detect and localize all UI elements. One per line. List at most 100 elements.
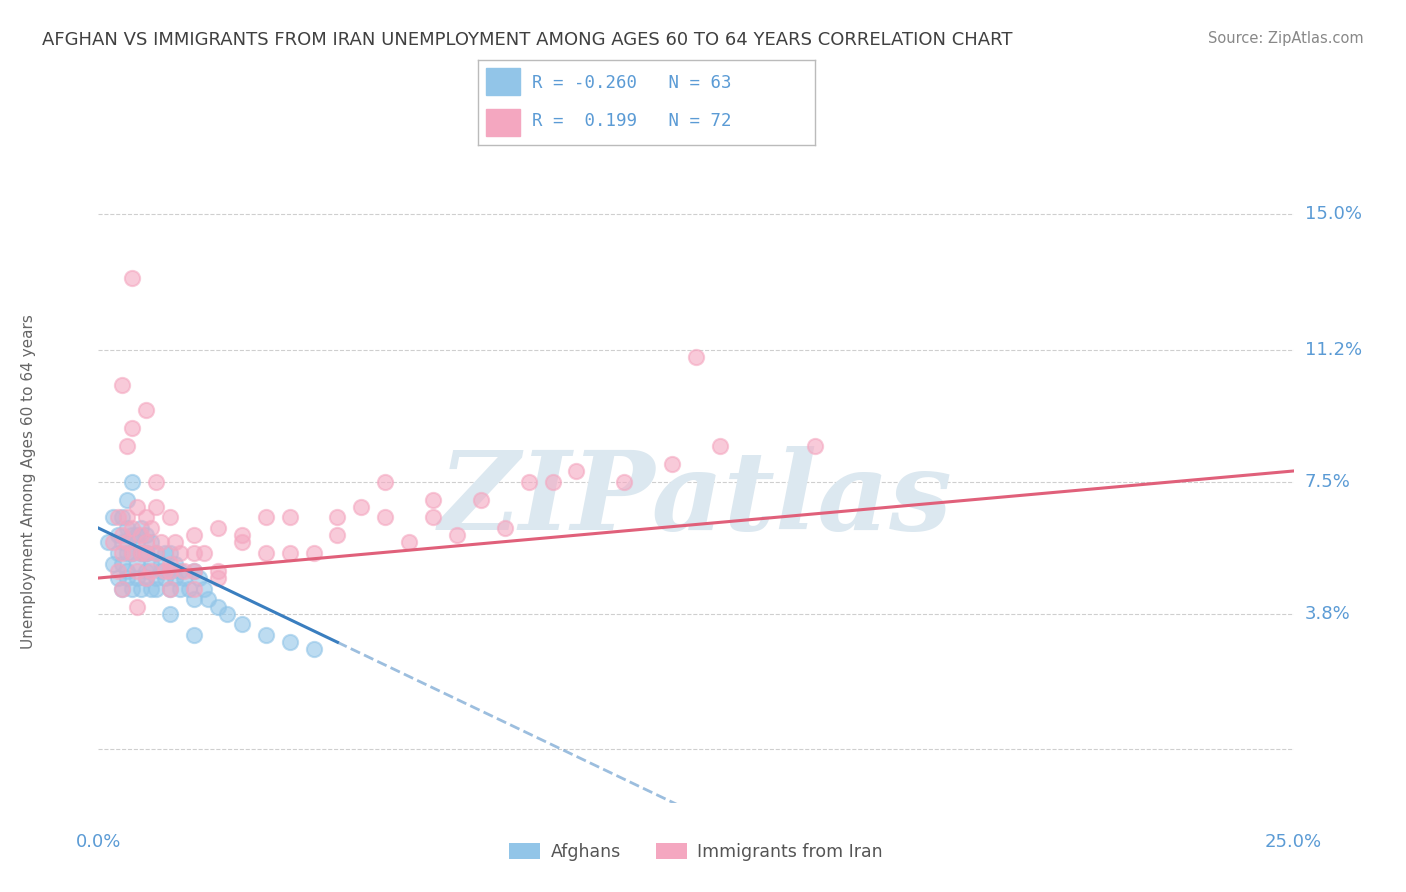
Point	[111, 557, 134, 571]
Text: 15.0%: 15.0%	[1305, 205, 1361, 223]
Point	[101, 535, 124, 549]
Point	[183, 564, 205, 578]
Point	[125, 599, 148, 614]
Point	[125, 557, 148, 571]
Point	[613, 475, 636, 489]
Point	[139, 521, 162, 535]
Point	[139, 535, 162, 549]
Point	[145, 571, 167, 585]
Point	[374, 510, 396, 524]
Point	[159, 564, 181, 578]
Point	[135, 571, 157, 585]
Point	[231, 617, 253, 632]
Point	[107, 571, 129, 585]
Text: R =  0.199   N = 72: R = 0.199 N = 72	[531, 112, 731, 129]
Point	[107, 546, 129, 560]
Text: ZIPatlas: ZIPatlas	[439, 446, 953, 553]
Point	[115, 439, 138, 453]
Point	[121, 582, 143, 596]
Point	[111, 535, 134, 549]
Point	[422, 510, 444, 524]
Point	[155, 564, 177, 578]
Point	[145, 546, 167, 560]
Point	[121, 421, 143, 435]
Point	[111, 582, 134, 596]
Point	[121, 271, 143, 285]
Point	[207, 571, 229, 585]
Point	[115, 571, 138, 585]
Point	[135, 546, 157, 560]
Point	[135, 546, 157, 560]
Point	[326, 510, 349, 524]
Point	[187, 571, 209, 585]
Point	[169, 546, 191, 560]
Point	[139, 557, 162, 571]
Point	[125, 564, 148, 578]
Point	[155, 571, 177, 585]
Point	[135, 546, 157, 560]
Point	[149, 557, 172, 571]
Point	[139, 564, 162, 578]
Point	[135, 510, 157, 524]
Point	[254, 628, 277, 642]
Point	[169, 582, 191, 596]
Point	[121, 521, 143, 535]
Point	[121, 546, 143, 560]
Point	[111, 546, 134, 560]
Point	[183, 628, 205, 642]
Text: Source: ZipAtlas.com: Source: ZipAtlas.com	[1208, 31, 1364, 46]
Point	[302, 642, 325, 657]
Point	[107, 510, 129, 524]
Point	[125, 535, 148, 549]
Point	[135, 528, 157, 542]
Point	[709, 439, 731, 453]
Point	[125, 528, 148, 542]
Point	[145, 582, 167, 596]
Point	[661, 457, 683, 471]
Text: 11.2%: 11.2%	[1305, 341, 1362, 359]
Point	[115, 546, 138, 560]
Point	[135, 403, 157, 417]
Point	[183, 546, 205, 560]
Point	[207, 521, 229, 535]
Point	[183, 528, 205, 542]
Text: 0.0%: 0.0%	[76, 833, 121, 851]
Point	[97, 535, 120, 549]
Point	[131, 528, 153, 542]
Point	[159, 582, 181, 596]
Point	[350, 500, 373, 514]
Point	[125, 500, 148, 514]
Text: AFGHAN VS IMMIGRANTS FROM IRAN UNEMPLOYMENT AMONG AGES 60 TO 64 YEARS CORRELATIO: AFGHAN VS IMMIGRANTS FROM IRAN UNEMPLOYM…	[42, 31, 1012, 49]
Point	[111, 582, 134, 596]
Point	[183, 582, 205, 596]
Point	[422, 492, 444, 507]
Point	[115, 564, 138, 578]
Point	[145, 546, 167, 560]
Point	[804, 439, 827, 453]
Point	[231, 528, 253, 542]
Point	[183, 592, 205, 607]
Point	[121, 528, 143, 542]
Point	[125, 571, 148, 585]
Point	[149, 564, 172, 578]
Point	[145, 475, 167, 489]
Point	[135, 535, 157, 549]
Point	[131, 521, 153, 535]
Point	[111, 378, 134, 392]
Point	[179, 582, 201, 596]
Point	[163, 535, 186, 549]
Point	[131, 582, 153, 596]
Point	[565, 464, 588, 478]
Point	[159, 510, 181, 524]
Point	[115, 510, 138, 524]
Point	[135, 564, 157, 578]
Point	[197, 592, 219, 607]
Point	[121, 546, 143, 560]
Text: Unemployment Among Ages 60 to 64 years: Unemployment Among Ages 60 to 64 years	[21, 314, 37, 649]
Point	[494, 521, 516, 535]
Point	[173, 571, 195, 585]
Point	[107, 564, 129, 578]
Point	[278, 546, 301, 560]
Point	[517, 475, 540, 489]
Text: R = -0.260   N = 63: R = -0.260 N = 63	[531, 74, 731, 92]
